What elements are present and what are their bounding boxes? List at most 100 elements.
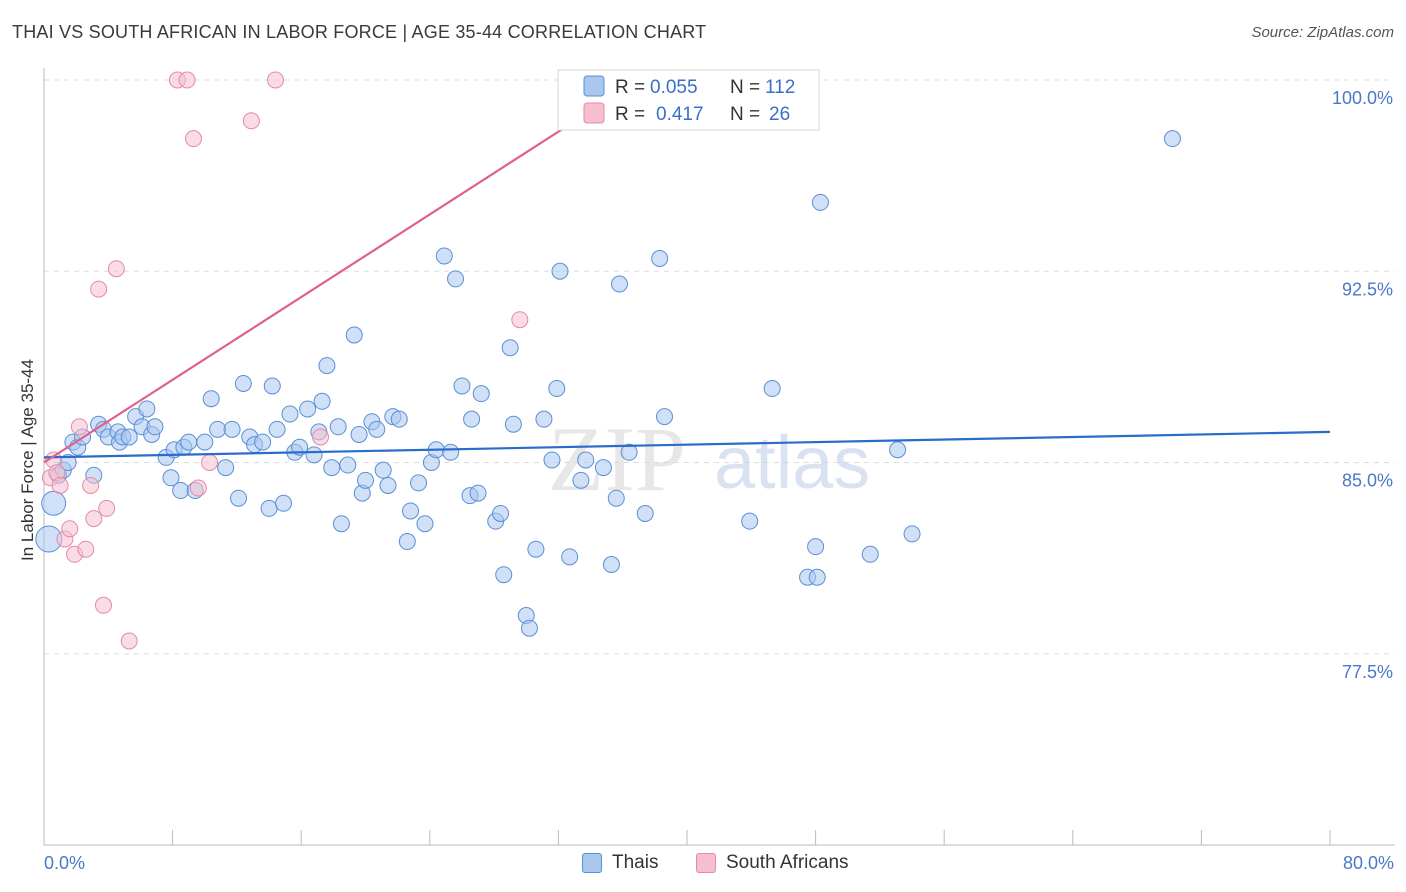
data-point [77,540,95,558]
data-point [162,469,180,487]
data-point [469,484,487,502]
data-point [551,262,569,280]
data-point [811,193,829,211]
y-tick-labels: 77.5% 85.0% 92.5% 100.0% [1332,88,1393,682]
legend-r-value: 0.055 [650,77,698,98]
legend-r-label: R = [615,104,645,125]
data-point [390,410,408,428]
data-point [572,471,590,489]
data-point [339,456,357,474]
data-point [442,443,460,461]
data-point [254,433,272,451]
data-point [453,377,471,395]
data-point [318,357,336,375]
data-point [527,540,545,558]
data-point [305,446,323,464]
trend-line-thais [43,430,1331,459]
y-tick-label: 77.5% [1342,662,1393,682]
data-point [234,374,252,392]
data-point [594,459,612,477]
legend-n-value: 26 [769,104,790,125]
data-point [741,512,759,530]
thais-points [35,130,1181,637]
data-point [184,130,202,148]
legend-swatch-thais [583,75,605,97]
data-point [463,410,481,428]
data-point [889,441,907,459]
data-point [223,420,241,438]
trend-lines [43,79,1331,464]
data-point [636,505,654,522]
data-point [492,505,510,522]
data-point [51,476,69,494]
data-point [548,380,566,398]
data-point [266,71,284,89]
legend-swatch-south-africans [583,102,605,124]
data-point [763,380,781,398]
data-point [196,433,214,451]
data-point [82,476,100,494]
legend-n-value: 112 [765,77,795,98]
data-point [70,418,88,436]
legend-swatch-south-africans [696,853,716,873]
source-label: Source: ZipAtlas.com [1251,24,1394,41]
data-point [90,280,108,298]
data-point [435,247,453,265]
data-point [861,545,879,563]
data-point [807,538,825,556]
data-point [504,415,522,433]
legend-label-south-africans: South Africans [726,852,849,873]
data-point [202,390,220,408]
data-point [379,476,397,494]
data-point [1163,130,1181,148]
data-point [217,459,235,477]
data-point [602,556,620,573]
grid-lines [44,79,1395,655]
data-point [350,425,368,443]
data-point [416,515,434,533]
data-point [178,71,196,89]
data-point [610,275,628,293]
data-point [311,428,329,446]
data-point [172,482,190,500]
data-point [808,568,826,586]
data-point [535,410,553,428]
legend-item-south-africans[interactable]: South Africans [696,852,849,874]
data-point [501,339,519,357]
data-point [374,461,392,479]
data-point [268,420,286,438]
data-point [511,311,529,329]
data-point [94,596,112,614]
watermark-atlas: atlas [714,421,870,504]
data-point [189,479,207,497]
legend-n-label: N = [730,77,760,98]
data-point [299,400,317,418]
data-point [209,420,227,438]
x-tick-label-max: 80.0% [1342,853,1394,873]
legend-swatch-thais [582,853,602,873]
data-point [120,428,138,446]
data-point [323,459,341,477]
data-point [655,408,673,426]
legend-r-label: R = [615,77,645,98]
y-tick-label: 85.0% [1342,471,1393,491]
legend-n-label: N = [730,104,760,125]
data-point [281,405,299,423]
data-point [41,490,67,516]
legend-label-thais: Thais [612,852,659,873]
south-africans-points [41,71,648,650]
data-point [138,400,156,418]
data-point [61,520,79,538]
data-point [107,260,125,278]
data-point [903,525,921,543]
legend-item-thais[interactable]: Thais [582,852,658,874]
data-point [398,533,416,551]
data-point [201,454,219,471]
data-point [180,433,198,451]
data-point [345,326,363,344]
x-tick-label-min: 0.0% [44,853,86,873]
data-point [260,499,278,517]
data-point [230,489,248,507]
data-point [520,619,538,637]
